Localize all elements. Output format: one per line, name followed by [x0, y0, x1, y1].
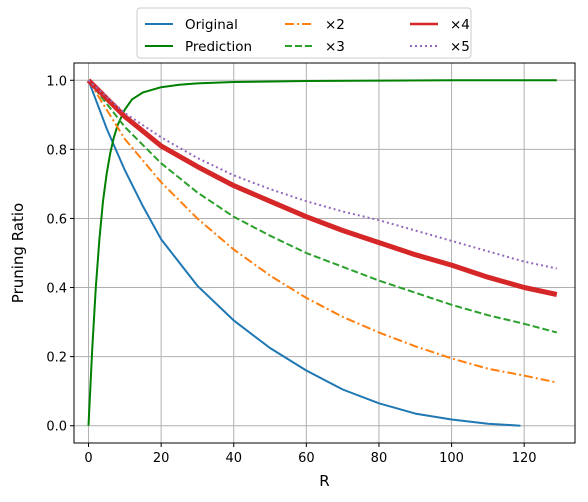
series-line-prediction [87, 79, 557, 426]
x-tick-label: 60 [298, 451, 315, 466]
legend-label-prediction: Prediction [185, 39, 252, 55]
series-line-4 [86, 78, 558, 297]
grid-layer [74, 63, 575, 443]
x-axis-title: R [319, 472, 329, 490]
y-tick-label: 0.2 [46, 351, 67, 366]
legend-label-2: ×2 [325, 17, 345, 33]
series-line-2 [87, 79, 558, 384]
series-line-3 [87, 79, 558, 334]
series-layer [86, 78, 558, 427]
x-tick-label: 80 [371, 451, 388, 466]
legend-label-original: Original [185, 17, 238, 33]
plot-frame [73, 62, 576, 444]
y-tick-label: 0.6 [46, 212, 67, 227]
tick-layer: 0 20 40 60 80 100 120 0.0 0.2 0.4 0.6 0.8 1.0 [46, 74, 536, 466]
y-tick-label: 1.0 [46, 74, 67, 89]
legend-label-5: ×5 [450, 39, 470, 55]
x-tick-label: 100 [439, 451, 464, 466]
y-tick-label: 0.8 [46, 143, 67, 158]
x-tick-label: 40 [225, 451, 242, 466]
y-tick-label: 0.0 [46, 420, 67, 435]
x-tick-label: 0 [84, 451, 92, 466]
y-axis-title: Pruning Ratio [9, 203, 27, 303]
x-tick-label: 120 [512, 451, 537, 466]
series-line-original [87, 79, 521, 427]
x-tick-label: 20 [153, 451, 170, 466]
series-line-5 [87, 79, 558, 270]
y-tick-label: 0.4 [46, 282, 67, 297]
legend-label-3: ×3 [325, 39, 345, 55]
legend-label-4: ×4 [450, 17, 470, 33]
legend-frame [136, 7, 472, 59]
legend: Original Prediction ×2 ×3 ×4 ×5 [136, 7, 472, 59]
